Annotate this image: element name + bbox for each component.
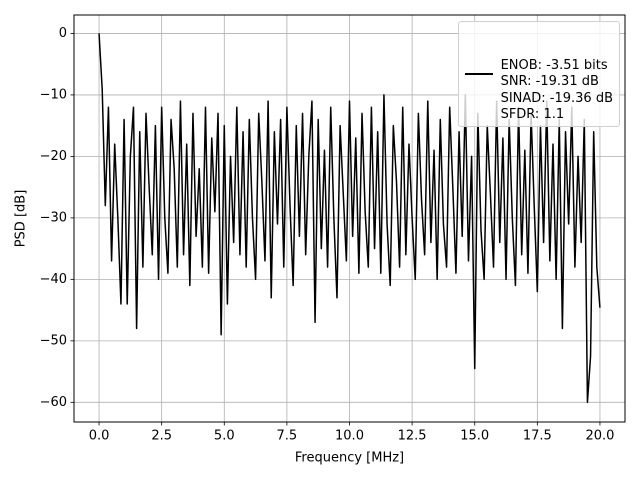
y-tick-label: −50 bbox=[40, 333, 67, 348]
x-tick-label: 15.0 bbox=[460, 429, 489, 444]
legend-label: ENOB: -3.51 bits SNR: -19.31 dB SINAD: -… bbox=[500, 57, 613, 123]
x-tick-label: 0.0 bbox=[89, 429, 110, 444]
y-tick-label: −10 bbox=[40, 87, 67, 102]
plot bbox=[98, 33, 601, 404]
ticks: 0.0 2.5 5.0 7.5 10.0 12.5 15.0 17.5 20.0 0 −10 −20 −… bbox=[40, 26, 615, 444]
y-tick-label: −60 bbox=[40, 395, 67, 410]
y-tick-label: 0 bbox=[59, 26, 67, 41]
y-axis-label: PSD [dB] bbox=[14, 190, 29, 248]
x-axis-label: Frequency [MHz] bbox=[295, 451, 404, 466]
y-tick-label: −30 bbox=[40, 210, 67, 225]
legend: ENOB: -3.51 bits SNR: -19.31 dB SINAD: -… bbox=[457, 21, 620, 128]
x-tick-label: 5.0 bbox=[214, 429, 235, 444]
x-tick-label: 2.5 bbox=[151, 429, 172, 444]
x-tick-label: 20.0 bbox=[585, 429, 614, 444]
legend-handle bbox=[464, 73, 493, 75]
psd-line bbox=[98, 33, 601, 404]
y-tick-label: −20 bbox=[40, 149, 67, 164]
x-tick-label: 17.5 bbox=[523, 429, 552, 444]
x-tick-label: 10.0 bbox=[335, 429, 364, 444]
y-tick-label: −40 bbox=[40, 272, 67, 287]
x-tick-label: 12.5 bbox=[398, 429, 427, 444]
x-tick-label: 7.5 bbox=[277, 429, 298, 444]
